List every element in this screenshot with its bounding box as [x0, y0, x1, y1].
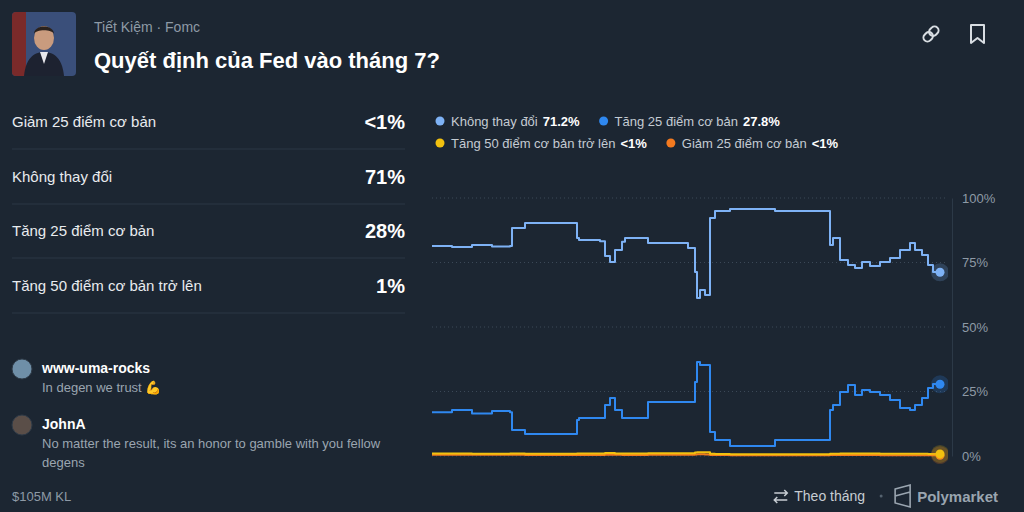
separator-dot: [880, 495, 883, 498]
legend-item[interactable]: Tăng 50 điểm cơ bản trở lên <1%: [436, 136, 648, 151]
legend-name: Giảm 25 điểm cơ bản: [682, 136, 807, 151]
legend-swatch: [599, 117, 608, 126]
y-tick-label: 0%: [962, 449, 981, 464]
outcome-row[interactable]: Tăng 25 điểm cơ bản 28%: [12, 220, 405, 258]
end-dot-halo: [931, 375, 948, 393]
user-avatar: [12, 415, 32, 435]
plot-marks: [432, 209, 948, 464]
avatar-suit: [24, 52, 64, 76]
y-tick: 50%: [952, 320, 988, 335]
comment-user: JohnA: [42, 416, 86, 432]
volume: $105M KL: [12, 489, 71, 504]
y-tick: 25%: [952, 384, 988, 399]
page: Tiết Kiệm · Fomc Quyết định của Fed vào t…: [0, 0, 1024, 512]
row-separator: [12, 149, 405, 150]
legend-name: Tăng 50 điểm cơ bản trở lên: [451, 136, 615, 151]
legend-text: Tăng 50 điểm cơ bản trở lên <1%: [451, 136, 647, 151]
outcome-row[interactable]: Không thay đổi 71%: [12, 166, 405, 204]
end-dot: [936, 449, 945, 458]
legend-swatch: [666, 139, 675, 148]
comments: www-uma-rocks In degen we trust 💪 JohnA No …: [12, 359, 381, 470]
user-avatar: [12, 359, 32, 379]
breadcrumb: Tiết Kiệm · Fomc: [94, 19, 200, 35]
y-tick-label: 25%: [962, 384, 988, 399]
avatar-flag: [12, 12, 26, 76]
y-tick: 100%: [952, 191, 996, 206]
series-line: [432, 362, 940, 446]
link-button[interactable]: [922, 25, 940, 43]
y-axis: 0% 25% 50% 75% 100%: [952, 191, 996, 464]
legend-value: <1%: [620, 136, 647, 151]
series-line: [432, 452, 940, 454]
brand-name: Polymarket: [917, 488, 998, 505]
legend-item[interactable]: Giảm 25 điểm cơ bản <1%: [666, 136, 838, 151]
outcome-value: 71%: [365, 166, 405, 188]
row-separator: [12, 313, 405, 314]
comment: JohnA No matter the result, its an honor …: [12, 415, 381, 470]
y-tick-label: 100%: [962, 191, 996, 206]
outcome-name: Tăng 25 điểm cơ bản: [12, 222, 154, 239]
outcome-row[interactable]: Tăng 50 điểm cơ bản trở lên 1%: [12, 275, 405, 313]
legend-value: 27.8%: [743, 114, 780, 129]
legend-text: Giảm 25 điểm cơ bản <1%: [682, 136, 839, 151]
grid-line: [432, 327, 948, 328]
avatar-face: [34, 26, 54, 50]
background: [0, 0, 1024, 512]
comment-text: No matter the result, its an honor to ga…: [42, 436, 381, 470]
avatar-shirt: [40, 52, 48, 64]
chart: 0% 25% 50% 75% 100% Không thay đổi 71.2% Tăng 2…: [432, 114, 996, 464]
series-line: [432, 209, 940, 298]
y-tick-label: 50%: [962, 320, 988, 335]
y-tick: 75%: [952, 255, 988, 270]
legend-swatch: [436, 117, 445, 126]
end-dot-halo: [931, 445, 948, 463]
legend-value: <1%: [812, 136, 839, 151]
outcome-value: 1%: [376, 275, 405, 297]
comment-text: In degen we trust 💪: [42, 380, 161, 395]
link-icon[interactable]: [927, 25, 940, 38]
end-dot: [936, 268, 945, 277]
y-tick-label: 75%: [962, 255, 988, 270]
grid: [432, 198, 948, 456]
legend: Không thay đổi 71.2% Tăng 25 điểm cơ bản 27…: [436, 114, 839, 151]
legend-name: Không thay đổi: [451, 114, 538, 129]
row-separator: [12, 258, 405, 259]
legend-value: 71.2%: [543, 114, 580, 129]
legend-item[interactable]: Tăng 25 điểm cơ bản 27.8%: [599, 114, 780, 129]
comment-user: www-uma-rocks: [41, 360, 150, 376]
avatar-bg: [12, 12, 76, 76]
outcome-list: Giảm 25 điểm cơ bản <1% Không thay đổi 71% T…: [12, 111, 405, 313]
comment: www-uma-rocks In degen we trust 💪: [12, 359, 161, 395]
row-separator: [12, 204, 405, 205]
outcome-value: <1%: [364, 111, 405, 133]
header: Tiết Kiệm · Fomc Quyết định của Fed vào t…: [12, 12, 984, 76]
end-dot-halo: [931, 263, 948, 281]
period-icon[interactable]: [774, 490, 787, 503]
outcome-name: Không thay đổi: [12, 168, 112, 185]
grid-line: [432, 198, 948, 199]
legend-item[interactable]: Không thay đổi 71.2%: [436, 114, 581, 129]
outcome-row[interactable]: Giảm 25 điểm cơ bản <1%: [12, 111, 405, 149]
market-avatar: [12, 12, 76, 76]
legend-swatch: [436, 139, 445, 148]
market-title: Quyết định của Fed vào tháng 7?: [94, 48, 440, 73]
end-dot: [936, 380, 945, 389]
legend-text: Không thay đổi 71.2%: [451, 114, 580, 129]
period-toggle: Theo tháng: [794, 488, 865, 504]
legend-text: Tăng 25 điểm cơ bản 27.8%: [615, 114, 781, 129]
legend-name: Tăng 25 điểm cơ bản: [615, 114, 738, 129]
footer: $105M KL Polymarket Theo tháng: [12, 485, 998, 507]
outcome-name: Tăng 50 điểm cơ bản trở lên: [12, 277, 202, 294]
y-tick: 0%: [952, 449, 981, 464]
bookmark-button[interactable]: [971, 25, 984, 43]
y-axis-line: [952, 199, 953, 457]
outcome-value: 28%: [365, 220, 405, 242]
avatar-hair: [34, 27, 54, 35]
outcome-name: Giảm 25 điểm cơ bản: [12, 113, 156, 130]
brand-logo: [895, 485, 910, 507]
